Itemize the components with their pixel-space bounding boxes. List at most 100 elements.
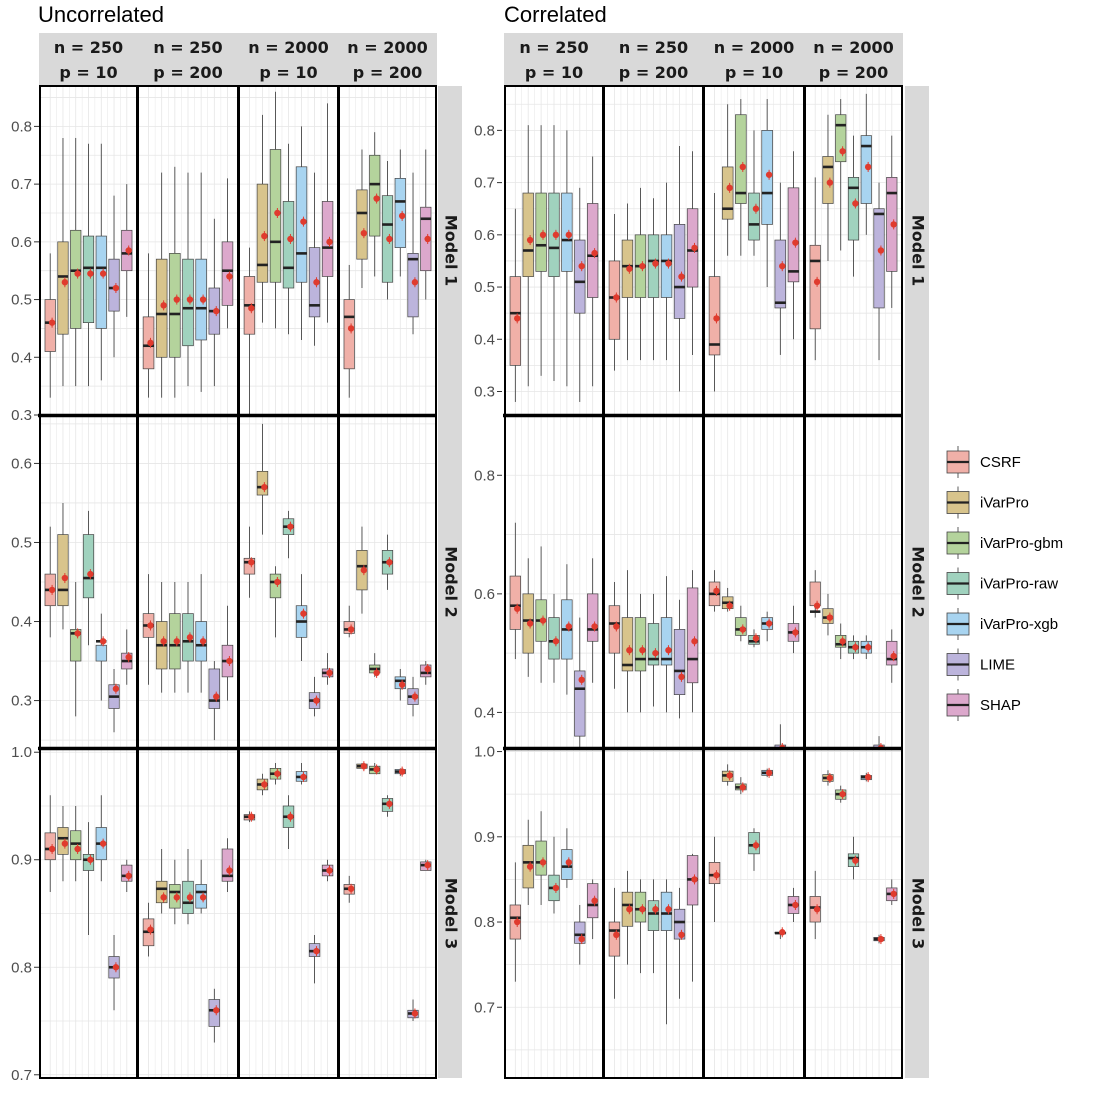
box-body [95, 644, 107, 662]
box-ivarpro-raw [82, 510, 95, 646]
mean-point [852, 857, 859, 864]
mean-point [125, 872, 132, 880]
mean-point [411, 693, 419, 700]
mean-point [313, 947, 320, 955]
mean-point [398, 212, 406, 220]
box-csrf [142, 253, 155, 398]
mean-point [591, 249, 598, 257]
box-csrf [608, 887, 621, 999]
mean-point [274, 209, 281, 217]
box-lime [673, 887, 686, 999]
box-body [369, 154, 381, 237]
box-body [70, 229, 82, 329]
mean-point [713, 587, 720, 595]
column-strip-n: n = 250 [519, 38, 588, 57]
box-body [208, 668, 221, 709]
facet [338, 748, 437, 1079]
box-shap [121, 629, 133, 685]
box-body [295, 166, 308, 283]
mean-point [890, 221, 897, 228]
box-body [535, 840, 547, 876]
box-ivarpro [155, 848, 168, 914]
column-strip-p: p = 200 [619, 63, 688, 82]
mean-point [864, 163, 872, 171]
mean-point [300, 218, 307, 225]
box-body [407, 253, 419, 318]
mean-point [792, 629, 799, 636]
box-ivarpro-raw [748, 130, 760, 256]
mean-point [186, 894, 194, 901]
box-shap [686, 853, 699, 982]
legend: CSRF iVarPro iVarPro-gbm iVarPro-raw iVarPro… [946, 446, 1063, 721]
y-tick-label: 0.8 [474, 467, 495, 484]
box-ivarpro-xgb [660, 879, 673, 1025]
mean-point [713, 315, 720, 322]
box-ivarpro-gbm [634, 879, 647, 974]
box-ivarpro [621, 203, 634, 361]
box-body [873, 208, 885, 309]
mean-point [226, 273, 233, 280]
box-ivarpro-xgb [95, 143, 107, 381]
box-body [522, 192, 534, 277]
legend-item-lime: LIME [946, 648, 1015, 681]
box-csrf [708, 193, 721, 392]
mean-point [591, 623, 598, 630]
row-strip-label: Model 1 [442, 215, 461, 286]
y-tick-label: 0.4 [474, 331, 495, 348]
column-strip [504, 33, 604, 85]
box-shap [587, 879, 599, 940]
mean-point [691, 244, 698, 252]
mean-point [360, 566, 368, 574]
mean-point [112, 284, 120, 292]
box-ivarpro-gbm [369, 132, 381, 277]
box-shap [321, 103, 334, 323]
mean-point [147, 622, 154, 629]
box-ivarpro-raw [748, 828, 760, 871]
box-shap [121, 859, 133, 892]
box-csrf [142, 574, 155, 685]
y-tick-label: 0.8 [11, 118, 32, 135]
box-ivarpro [155, 172, 168, 398]
box-shap [321, 653, 334, 685]
mean-point [514, 918, 521, 926]
box-ivarpro-raw [548, 593, 560, 683]
mean-point [779, 929, 786, 936]
mean-point [300, 773, 307, 781]
box-ivarpro-xgb [860, 635, 872, 660]
facet [703, 85, 805, 416]
box-body [886, 640, 898, 666]
mean-point [765, 769, 773, 777]
box-ivarpro-xgb [195, 859, 207, 914]
box-csrf [608, 213, 621, 371]
mean-point [665, 260, 672, 267]
column-strip [238, 33, 339, 85]
box-body [221, 241, 234, 306]
mean-point [739, 784, 746, 791]
box-body [548, 617, 560, 660]
box-ivarpro-gbm [735, 99, 747, 256]
box-ivarpro-gbm [634, 593, 647, 713]
mean-point [639, 646, 646, 654]
column-strip [39, 33, 138, 85]
y-tick-label: 0.6 [11, 234, 32, 251]
legend-label: CSRF [980, 454, 1021, 471]
y-tick-label: 0.5 [11, 534, 32, 551]
mean-point [652, 906, 659, 913]
mean-point [386, 559, 393, 566]
mean-point [877, 935, 885, 943]
box-lime [208, 661, 221, 741]
box-ivarpro [256, 114, 269, 323]
mean-point [639, 262, 646, 270]
mean-point [213, 693, 220, 700]
box-lime [873, 182, 885, 361]
mean-point [739, 163, 746, 171]
mean-point [613, 931, 620, 939]
mean-point [890, 890, 897, 898]
box-body [70, 830, 82, 861]
box-body [660, 617, 673, 666]
y-tick-label: 0.9 [474, 829, 495, 846]
box-body [673, 224, 686, 319]
box-body [57, 241, 69, 335]
box-body [608, 260, 621, 340]
box-ivarpro-xgb [660, 576, 673, 713]
